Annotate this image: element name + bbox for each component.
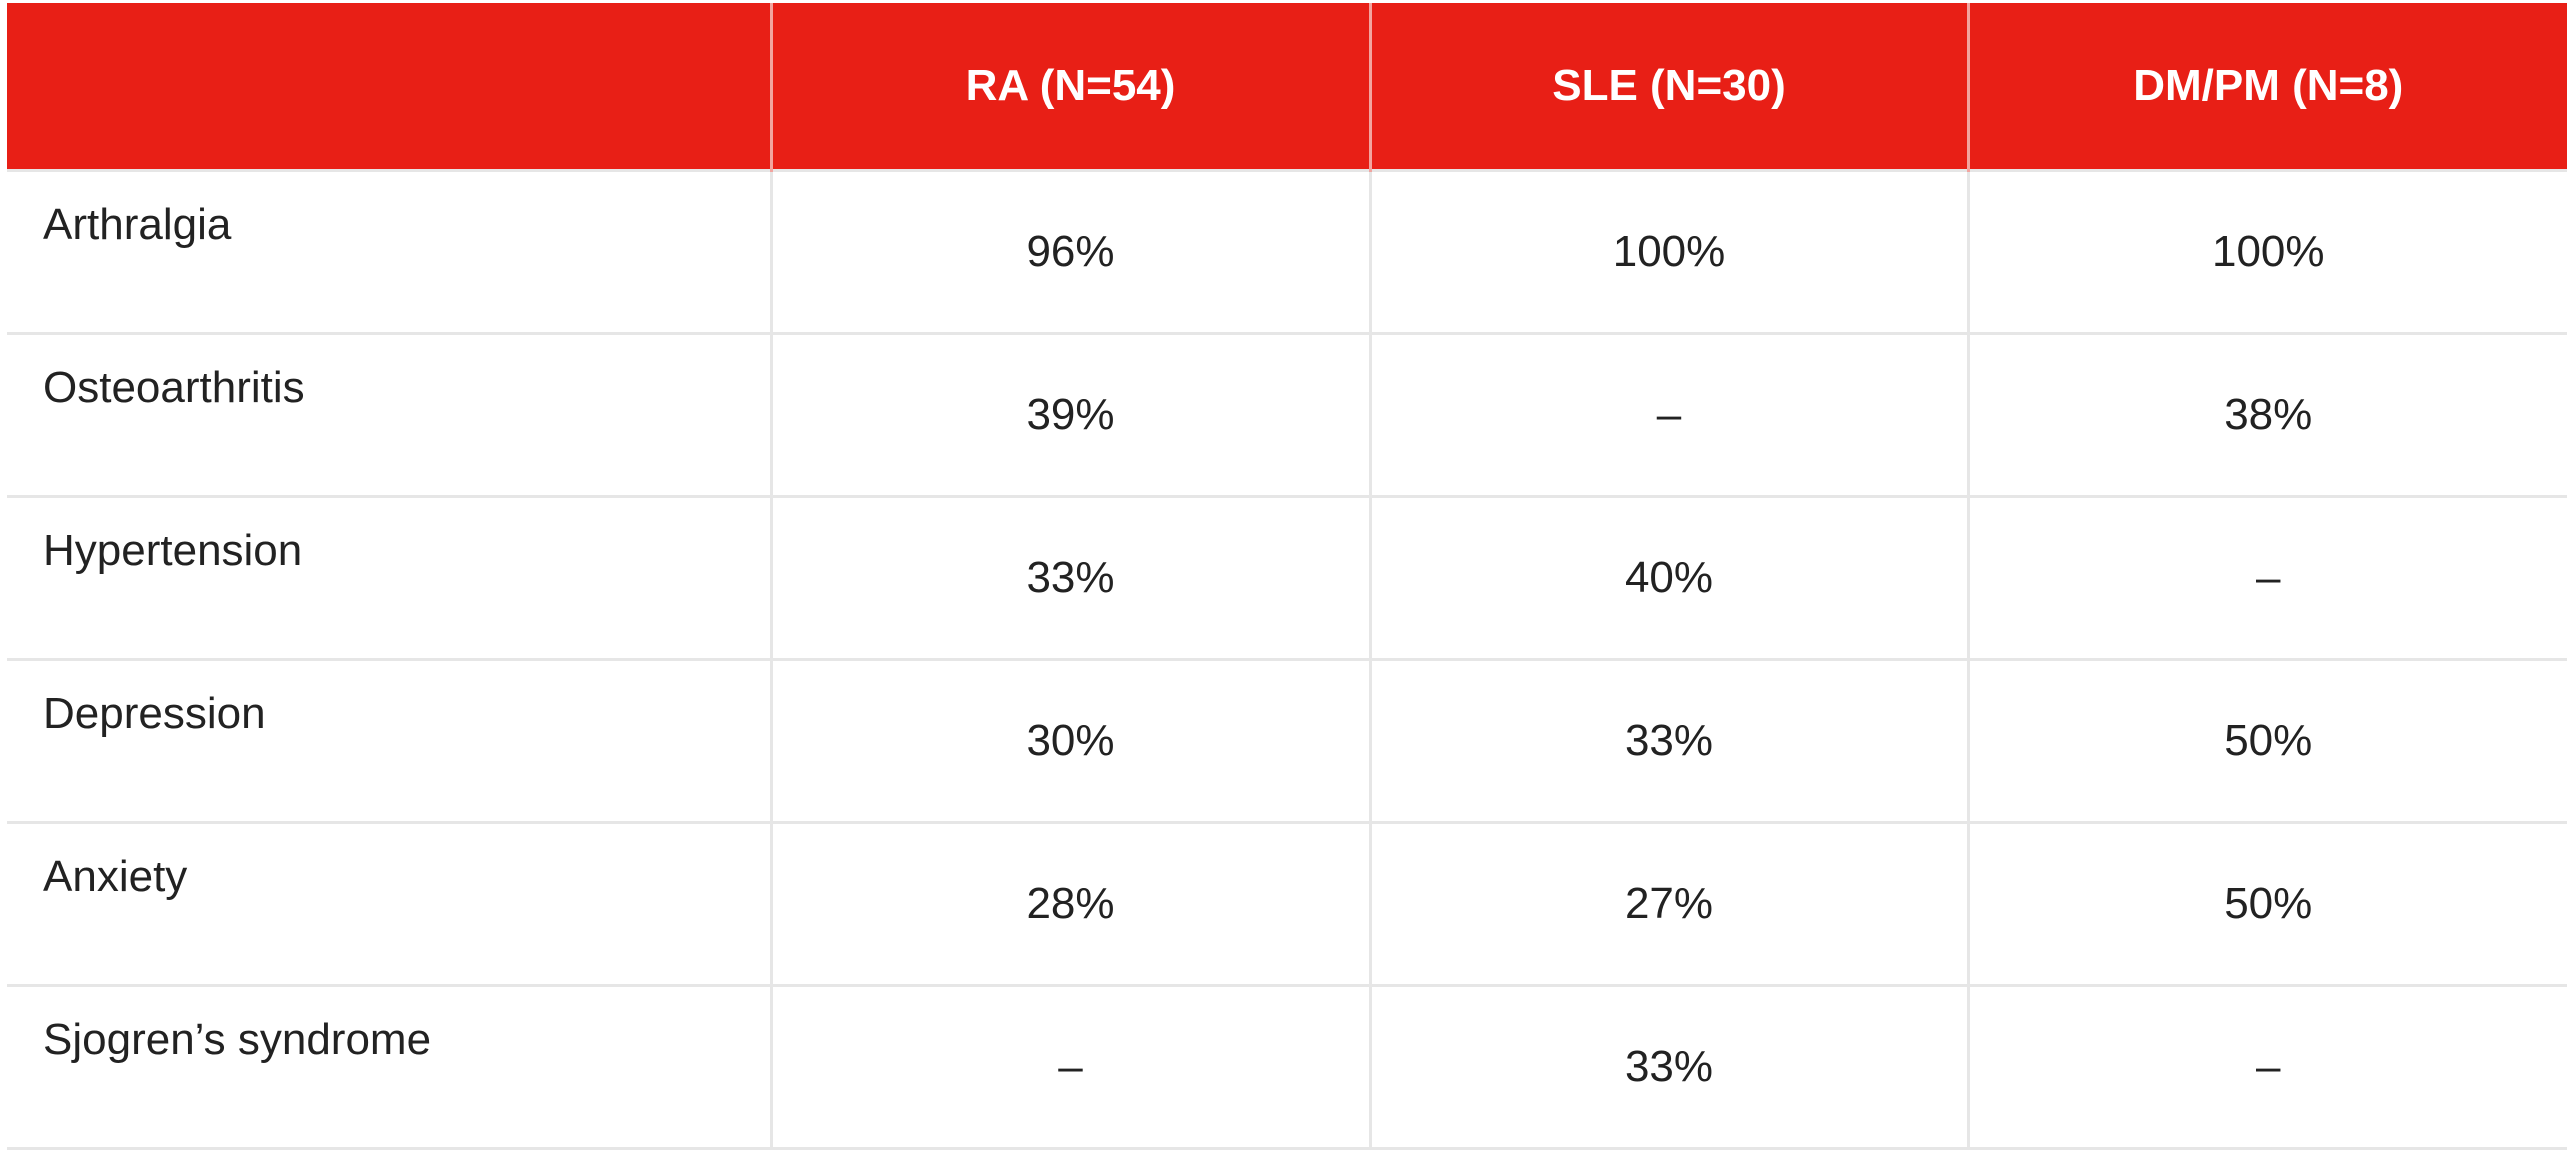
table-row: Sjogren’s syndrome – 33% – — [7, 984, 2567, 1150]
header-cell-empty — [7, 3, 771, 171]
cell-value: 100% — [1966, 169, 2567, 334]
table-row: Hypertension 33% 40% – — [7, 495, 2567, 660]
cell-value: 30% — [769, 658, 1370, 823]
cell-value: – — [1966, 495, 2567, 660]
comorbidity-table: RA (N=54) SLE (N=30) DM/PM (N=8) Arthral… — [7, 3, 2567, 1150]
row-label: Arthralgia — [7, 169, 771, 334]
cell-value: 33% — [769, 495, 1370, 660]
cell-value: 27% — [1368, 821, 1968, 986]
row-label: Depression — [7, 658, 771, 823]
cell-value: – — [769, 984, 1370, 1150]
table-row: Osteoarthritis 39% – 38% — [7, 332, 2567, 497]
table-row: Arthralgia 96% 100% 100% — [7, 169, 2567, 334]
comorbidity-table-container: RA (N=54) SLE (N=30) DM/PM (N=8) Arthral… — [7, 3, 2567, 1150]
header-row: RA (N=54) SLE (N=30) DM/PM (N=8) — [7, 3, 2567, 171]
table-row: Depression 30% 33% 50% — [7, 658, 2567, 823]
table-row: Anxiety 28% 27% 50% — [7, 821, 2567, 986]
cell-value: 50% — [1966, 658, 2567, 823]
cell-value: – — [1966, 984, 2567, 1150]
cell-value: 100% — [1368, 169, 1968, 334]
header-cell-sle: SLE (N=30) — [1368, 3, 1968, 171]
cell-value: 39% — [769, 332, 1370, 497]
cell-value: 33% — [1368, 984, 1968, 1150]
cell-value: 40% — [1368, 495, 1968, 660]
cell-value: – — [1368, 332, 1968, 497]
header-cell-dm-pm: DM/PM (N=8) — [1966, 3, 2567, 171]
cell-value: 50% — [1966, 821, 2567, 986]
header-cell-ra: RA (N=54) — [769, 3, 1370, 171]
cell-value: 28% — [769, 821, 1370, 986]
cell-value: 96% — [769, 169, 1370, 334]
cell-value: 33% — [1368, 658, 1968, 823]
row-label: Sjogren’s syndrome — [7, 984, 771, 1150]
row-label: Hypertension — [7, 495, 771, 660]
cell-value: 38% — [1966, 332, 2567, 497]
row-label: Osteoarthritis — [7, 332, 771, 497]
row-label: Anxiety — [7, 821, 771, 986]
